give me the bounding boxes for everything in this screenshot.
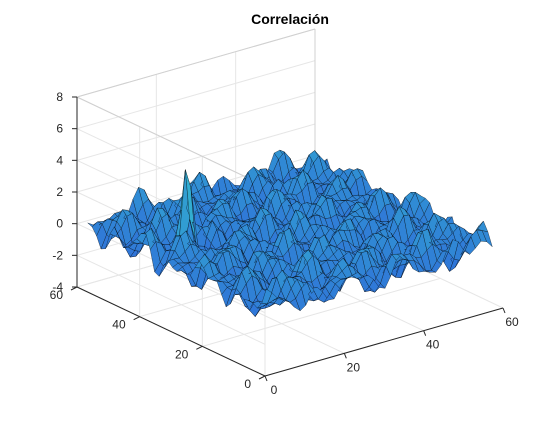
floor-gridline-y xyxy=(202,277,441,347)
x-tick-label: 20 xyxy=(347,360,361,374)
y-tick-mark xyxy=(258,375,266,380)
backwall-gridline-z xyxy=(76,123,316,193)
z-tick-label: 4 xyxy=(56,153,63,167)
x-tick-mark xyxy=(343,353,347,359)
x-tick-label: 0 xyxy=(271,383,278,397)
x-tick-label: 40 xyxy=(426,338,440,352)
x-tick-mark xyxy=(502,307,506,314)
x-tick-label: 60 xyxy=(505,315,519,329)
backwall-gridline-z xyxy=(76,91,316,161)
y-tick-mark xyxy=(196,345,203,350)
y-tick-label: 60 xyxy=(50,288,64,302)
y-tick-label: 40 xyxy=(112,318,126,332)
z-tick-label: -4 xyxy=(52,280,63,294)
y-tick-label: 0 xyxy=(244,377,251,391)
surface-layer xyxy=(87,149,493,317)
z-tick-label: -2 xyxy=(52,248,63,262)
sidewall-gridline-z xyxy=(76,254,266,345)
box-edge xyxy=(76,28,316,98)
chart-title: Correlación xyxy=(251,11,329,27)
surface-patch xyxy=(481,230,493,248)
z-tick-label: 6 xyxy=(56,122,63,136)
box-edge xyxy=(76,96,266,187)
y-tick-label: 20 xyxy=(175,347,189,361)
y-tick-mark xyxy=(133,316,140,321)
x-tick-mark xyxy=(423,330,427,336)
z-tick-label: 0 xyxy=(56,217,63,231)
y-axis-line xyxy=(76,286,266,377)
x-tick-mark xyxy=(264,375,268,382)
x-axis-line xyxy=(264,307,504,377)
z-tick-label: 2 xyxy=(56,185,63,199)
backwall-gridline-z xyxy=(76,60,316,130)
z-tick-label: 8 xyxy=(56,90,63,104)
